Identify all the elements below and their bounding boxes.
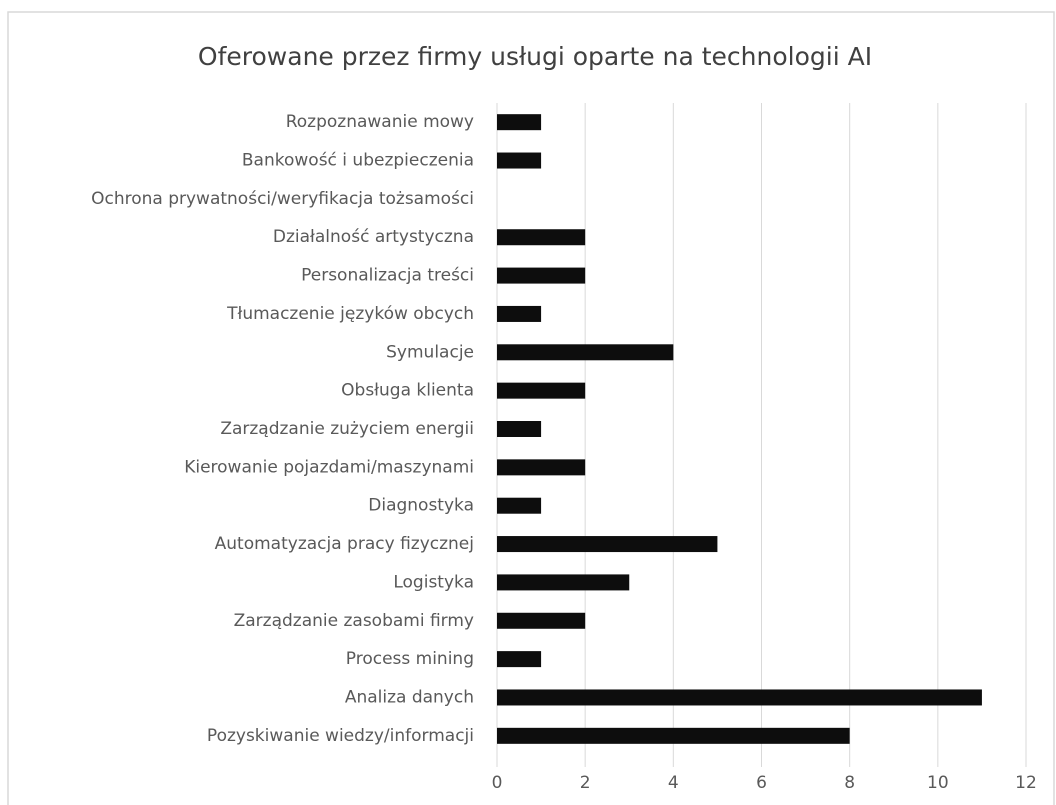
- y-tick-label: Działalność artystyczna: [273, 227, 474, 247]
- y-tick-label: Personalizacja treści: [301, 266, 474, 286]
- bar: [497, 114, 542, 131]
- x-tick-label: 0: [492, 773, 503, 793]
- bar: [497, 536, 718, 553]
- x-tick-label: 4: [668, 773, 679, 793]
- x-tick-label: 8: [844, 773, 855, 793]
- bar: [497, 574, 630, 591]
- bar: [497, 497, 542, 514]
- y-tick-label: Pozyskiwanie wiedzy/informacji: [207, 726, 474, 746]
- y-tick-label: Analiza danych: [345, 687, 474, 707]
- y-tick-label: Symulacje: [386, 342, 474, 362]
- bar: [497, 152, 542, 169]
- bar: [497, 421, 542, 437]
- bar: [497, 689, 982, 706]
- y-tick-label: Rozpoznawanie mowy: [286, 112, 474, 132]
- bar: [497, 727, 850, 744]
- y-tick-label: Zarządzanie zasobami firmy: [234, 611, 474, 631]
- bar: [497, 382, 586, 399]
- y-tick-label: Zarządzanie zużyciem energii: [220, 419, 474, 439]
- x-tick-label: 10: [927, 773, 949, 793]
- bar: [497, 305, 542, 322]
- y-tick-label: Process mining: [346, 649, 474, 669]
- y-tick-label: Logistyka: [393, 572, 474, 592]
- y-tick-label: Automatyzacja pracy fizycznej: [215, 534, 474, 554]
- bar: [497, 267, 586, 284]
- x-tick-label: 6: [756, 773, 767, 793]
- x-tick-label: 12: [1015, 773, 1037, 793]
- y-tick-label: Tłumaczenie języków obcych: [226, 304, 474, 324]
- bar: [497, 229, 586, 246]
- y-tick-label: Obsługa klienta: [341, 381, 474, 401]
- x-tick-label: 2: [580, 773, 591, 793]
- bar: [497, 612, 586, 629]
- y-tick-label: Bankowość i ubezpieczenia: [242, 151, 474, 171]
- chart-title: Oferowane przez firmy usługi oparte na t…: [198, 42, 872, 71]
- y-tick-label: Ochrona prywatności/weryfikacja tożsamoś…: [91, 189, 474, 209]
- chart-frame: [7, 11, 1055, 805]
- bar: [497, 344, 674, 361]
- y-tick-label: Diagnostyka: [368, 496, 474, 516]
- y-tick-label: Kierowanie pojazdami/maszynami: [184, 457, 474, 477]
- bar: [497, 651, 542, 668]
- bar: [497, 459, 586, 476]
